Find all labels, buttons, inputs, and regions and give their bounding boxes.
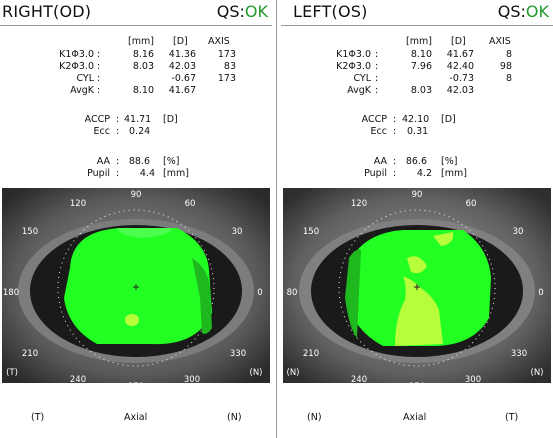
left-axis-labels: 90 120 60 150 30 80 0 210 330 240 300 27… [287, 190, 544, 383]
left-eye-header: LEFT(OS) QS:OK [281, 2, 553, 24]
right-axis-270: 270 [128, 382, 144, 383]
left-axis-120: 120 [351, 199, 367, 209]
right-aa-row: AA : 88.6 [%] [96, 156, 180, 167]
left-axis-60: 60 [466, 199, 477, 209]
left-axis-210: 210 [303, 349, 319, 359]
left-eye-image: 90 120 60 150 30 80 0 210 330 240 300 27… [283, 188, 551, 383]
right-accp-row: ACCP : 41.71 [D] [84, 114, 178, 125]
right-eye-panel: RIGHT(OD) QS:OK [mm] [D] AXIS K1Φ3.0 : 8… [0, 0, 272, 438]
left-axis-180: 80 [287, 288, 298, 298]
right-axis-150: 150 [22, 227, 38, 237]
right-k1-row: K1Φ3.0 : 8.16 41.36 173 [59, 49, 236, 60]
right-avgk-row: AvgK : 8.10 41.67 [70, 85, 196, 96]
right-eye-header: RIGHT(OD) QS:OK [0, 2, 272, 24]
left-axis-30: 30 [513, 227, 524, 237]
right-axial-map: 90 120 60 150 30 180 0 210 330 240 300 2… [2, 188, 270, 383]
left-map-nasal-marker: (N) [287, 368, 300, 378]
right-column-headers: [mm] [D] AXIS [128, 36, 230, 47]
right-ecc-row: Ecc : 0.24 [93, 126, 151, 137]
left-eye-title: LEFT(OS) [293, 2, 368, 21]
right-eye-title: RIGHT(OD) [2, 2, 92, 21]
right-axis-90: 90 [131, 190, 142, 200]
left-axis-150: 150 [303, 227, 319, 237]
right-map-nasal-marker: (N) [250, 368, 263, 378]
left-accp-row: ACCP : 42.10 [D] [361, 114, 456, 125]
right-axis-180: 180 [3, 288, 19, 298]
right-foot-right: (N) [227, 412, 242, 423]
header-divider [281, 25, 553, 26]
left-qs-status: QS:OK [497, 2, 549, 21]
left-axis-90: 90 [412, 190, 423, 200]
right-qs-status: QS:OK [216, 2, 268, 21]
left-foot-right: (T) [505, 412, 519, 423]
left-qs-ok: OK [525, 2, 549, 21]
right-axis-240: 240 [70, 375, 86, 383]
left-pupil-row: Pupil : 4.2 [mm] [364, 168, 467, 179]
left-axis-270: 270 [409, 382, 425, 383]
right-foot-left: (T) [31, 412, 45, 423]
right-k2-row: K2Φ3.0 : 8.03 42.03 83 [59, 61, 236, 72]
right-axis-210: 210 [22, 349, 38, 359]
left-map-temporal-marker: (N) [531, 368, 544, 378]
panel-divider [276, 0, 277, 438]
right-axis-330: 330 [230, 349, 246, 359]
right-qs-ok: OK [244, 2, 268, 21]
right-axis-60: 60 [185, 199, 196, 209]
left-k1-row: K1Φ3.0 : 8.10 41.67 8 [336, 49, 512, 60]
left-axial-map: 90 120 60 150 30 80 0 210 330 240 300 27… [283, 188, 551, 383]
left-foot-mode: Axial [403, 412, 427, 423]
right-axis-0: 0 [257, 288, 262, 298]
left-ecc-row: Ecc : 0.31 [370, 126, 429, 137]
left-foot-left: (N) [307, 412, 322, 423]
right-cyl-row: CYL : -0.67 173 [76, 73, 236, 84]
right-map-temporal-marker: (T) [6, 368, 18, 378]
right-foot-mode: Axial [124, 412, 148, 423]
left-eye-panel: LEFT(OS) QS:OK [mm] [D] AXIS K1Φ3.0 : 8.… [281, 0, 553, 438]
left-axis-240: 240 [351, 375, 367, 383]
left-avgk-row: AvgK : 8.03 42.03 [347, 85, 474, 96]
right-axis-labels: 90 120 60 150 30 180 0 210 330 240 300 2… [3, 190, 263, 383]
left-axis-0: 0 [538, 288, 543, 298]
right-eye-image: 90 120 60 150 30 180 0 210 330 240 300 2… [2, 188, 270, 383]
left-axis-300: 300 [465, 375, 481, 383]
left-cyl-row: CYL : -0.73 8 [353, 73, 512, 84]
header-divider [0, 25, 272, 26]
left-axis-330: 330 [511, 349, 527, 359]
left-k2-row: K2Φ3.0 : 7.96 42.40 98 [336, 61, 512, 72]
left-column-headers: [mm] [D] AXIS [406, 36, 511, 47]
right-axis-300: 300 [184, 375, 200, 383]
left-aa-row: AA : 86.6 [%] [373, 156, 458, 167]
right-axis-120: 120 [70, 199, 86, 209]
right-pupil-row: Pupil : 4.4 [mm] [87, 168, 189, 179]
right-axis-30: 30 [232, 227, 243, 237]
